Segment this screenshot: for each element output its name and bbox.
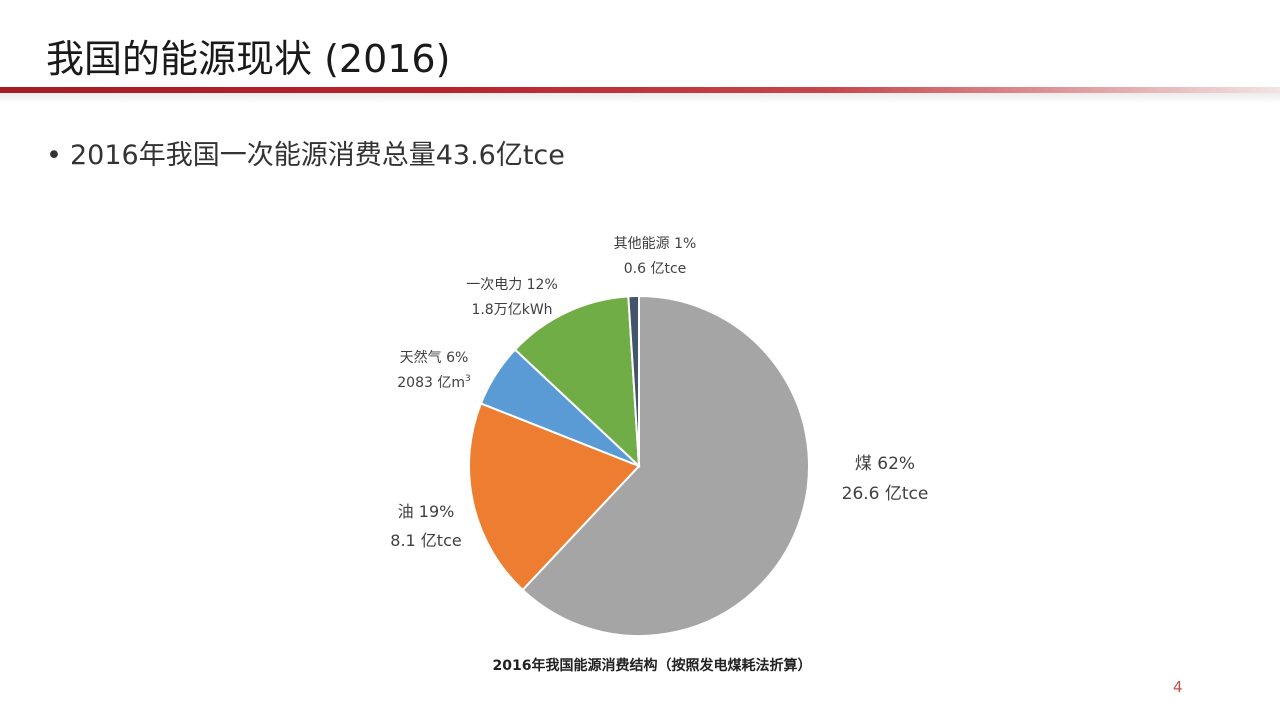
slice-amount-3: 1.8万亿kWh [471, 302, 552, 318]
slice-amount-0: 26.6 亿tce [842, 484, 929, 504]
title-underline-shadow [0, 93, 1280, 103]
slice-amount-1: 8.1 亿tce [390, 531, 461, 550]
slice-amount-4: 0.6 亿tce [624, 261, 687, 277]
pie-slice-3 [513, 295, 641, 469]
page-number: 4 [1173, 678, 1183, 696]
pie-slice-4 [627, 294, 640, 467]
bullet-text: 2016年我国一次能源消费总量43.6亿tce [70, 140, 565, 171]
bullet-item: • 2016年我国一次能源消费总量43.6亿tce [46, 133, 565, 172]
bullet-icon: • [46, 140, 62, 171]
slice-label-2: 天然气 6% [400, 349, 469, 366]
chart-caption: 2016年我国能源消费结构（按照发电煤耗法折算） [492, 658, 812, 674]
title-underline-bar [0, 87, 1280, 93]
slice-label-3: 一次电力 12% [466, 277, 558, 293]
slice-label-4: 其他能源 1% [614, 236, 697, 252]
slice-amount-2: 2083 亿m3 [397, 374, 470, 391]
slice-label-0: 煤 62% [855, 454, 915, 474]
slice-label-1: 油 19% [398, 502, 455, 521]
pie-slice-0 [521, 294, 810, 637]
slide-title: 我国的能源现状 (2016) [46, 37, 451, 81]
